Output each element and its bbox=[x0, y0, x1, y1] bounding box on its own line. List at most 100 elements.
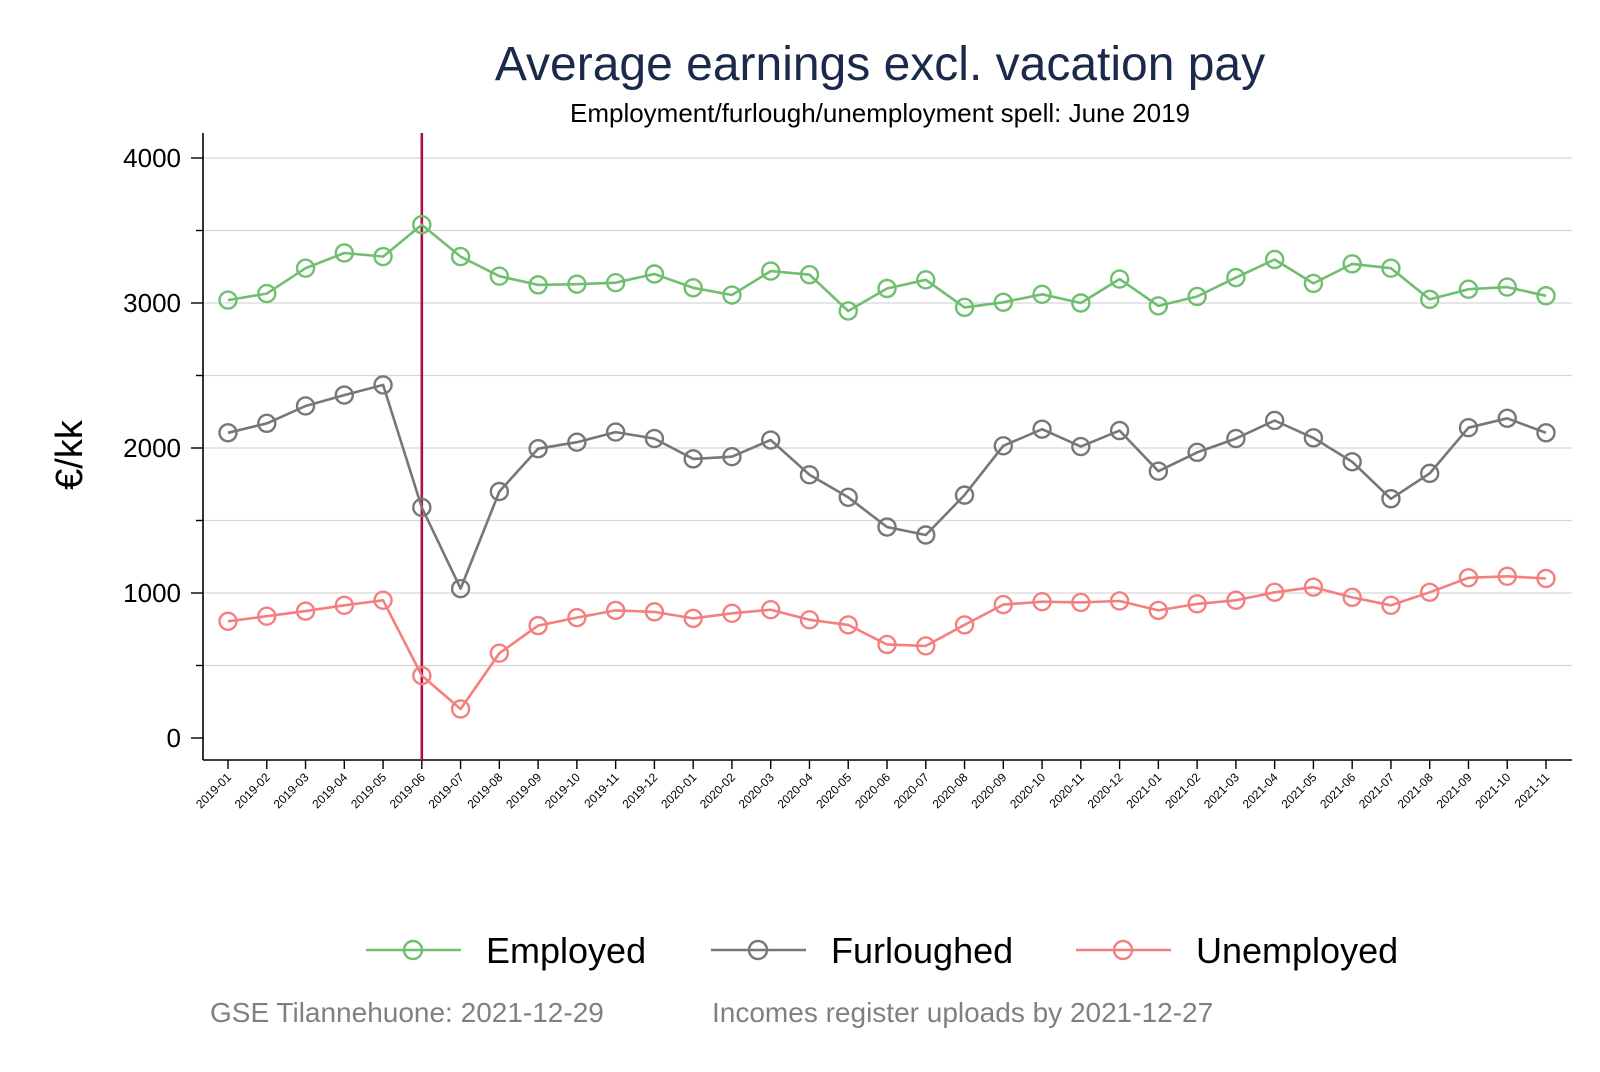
point-employed bbox=[489, 266, 510, 286]
x-tick-label: 2020-11 bbox=[1047, 770, 1088, 811]
legend-item-furloughed: Furloughed bbox=[711, 930, 1013, 971]
x-tick-label: 2021-11 bbox=[1512, 770, 1553, 811]
point-furloughed bbox=[334, 385, 354, 405]
point-unemployed bbox=[838, 615, 858, 635]
point-furloughed bbox=[1226, 428, 1246, 449]
x-tick-label: 2021-01 bbox=[1123, 770, 1164, 811]
point-unemployed bbox=[761, 599, 781, 620]
point-unemployed bbox=[567, 607, 587, 628]
point-unemployed bbox=[1148, 600, 1169, 621]
point-employed bbox=[877, 278, 897, 299]
point-unemployed bbox=[295, 601, 316, 621]
x-tick-label: 2019-06 bbox=[387, 770, 428, 811]
point-furloughed bbox=[877, 517, 897, 537]
legend-swatch-marker bbox=[747, 939, 769, 961]
y-axis-label: €/kk bbox=[49, 419, 91, 490]
x-tick-label: 2020-02 bbox=[697, 770, 738, 811]
series-group bbox=[218, 214, 1556, 719]
point-employed bbox=[838, 301, 858, 321]
legend-item-unemployed: Unemployed bbox=[1076, 930, 1398, 971]
point-unemployed bbox=[334, 595, 354, 616]
x-tick-label: 2020-07 bbox=[891, 770, 932, 811]
point-employed bbox=[916, 270, 936, 290]
point-furloughed bbox=[1187, 442, 1207, 463]
x-tick-label: 2019-08 bbox=[464, 770, 505, 811]
legend: Employed Furloughed Unemployed bbox=[366, 930, 1398, 971]
point-employed bbox=[605, 273, 626, 293]
point-furloughed bbox=[528, 439, 548, 459]
point-employed bbox=[1109, 269, 1130, 289]
point-furloughed bbox=[1303, 428, 1324, 448]
chart-subtitle: Employment/furlough/unemployment spell: … bbox=[570, 98, 1190, 128]
point-employed bbox=[450, 246, 471, 267]
legend-label: Unemployed bbox=[1196, 930, 1398, 971]
point-unemployed bbox=[373, 590, 393, 610]
point-unemployed bbox=[257, 606, 277, 626]
footer-right: Incomes register uploads by 2021-12-27 bbox=[712, 997, 1213, 1028]
point-unemployed bbox=[412, 665, 432, 686]
x-tick-label: 2020-05 bbox=[813, 770, 854, 811]
point-unemployed bbox=[916, 636, 936, 656]
x-tick-label: 2019-02 bbox=[232, 770, 273, 811]
point-unemployed bbox=[1536, 568, 1556, 589]
point-unemployed bbox=[1226, 590, 1246, 610]
x-tick-label: 2021-09 bbox=[1434, 770, 1475, 811]
point-employed bbox=[1226, 267, 1246, 288]
point-unemployed bbox=[993, 594, 1013, 615]
x-tick-label: 2019-10 bbox=[542, 770, 583, 811]
x-tick-label: 2019-11 bbox=[581, 770, 622, 811]
x-tick-label: 2021-08 bbox=[1395, 770, 1436, 811]
point-furloughed bbox=[954, 485, 975, 505]
x-tick-label: 2019-12 bbox=[619, 770, 660, 811]
point-unemployed bbox=[644, 602, 665, 622]
point-unemployed bbox=[799, 610, 820, 630]
point-furloughed bbox=[1109, 420, 1130, 441]
point-unemployed bbox=[1458, 568, 1479, 588]
point-furloughed bbox=[799, 465, 820, 485]
y-tick-label: 2000 bbox=[123, 433, 181, 463]
point-employed bbox=[1303, 273, 1324, 294]
y-tick-label: 0 bbox=[167, 723, 181, 753]
point-furloughed bbox=[218, 423, 238, 443]
x-tick-label: 2020-08 bbox=[930, 770, 971, 811]
point-employed bbox=[373, 246, 393, 267]
x-tick-label: 2019-07 bbox=[426, 770, 467, 811]
x-tick-label: 2021-06 bbox=[1317, 770, 1358, 811]
point-furloughed bbox=[644, 428, 665, 449]
footer-left: GSE Tilannehuone: 2021-12-29 bbox=[210, 997, 604, 1028]
point-furloughed bbox=[450, 578, 471, 599]
chart-title: Average earnings excl. vacation pay bbox=[495, 38, 1265, 91]
x-tick-label: 2020-01 bbox=[658, 770, 699, 811]
point-furloughed bbox=[1381, 489, 1401, 509]
point-furloughed bbox=[916, 525, 936, 545]
point-employed bbox=[1458, 279, 1479, 299]
point-furloughed bbox=[567, 432, 587, 452]
x-tick-label: 2021-05 bbox=[1278, 770, 1319, 811]
point-unemployed bbox=[1342, 587, 1362, 608]
point-furloughed bbox=[1032, 419, 1052, 439]
point-employed bbox=[334, 243, 354, 263]
point-employed bbox=[799, 265, 820, 285]
point-furloughed bbox=[993, 436, 1013, 456]
series-furloughed bbox=[218, 375, 1556, 599]
point-employed bbox=[1148, 296, 1169, 316]
point-employed bbox=[567, 274, 587, 294]
point-furloughed bbox=[1071, 436, 1091, 457]
point-furloughed bbox=[412, 497, 432, 518]
x-tick-label: 2020-04 bbox=[775, 770, 816, 811]
point-unemployed bbox=[218, 611, 238, 631]
x-tick-label: 2019-01 bbox=[193, 770, 234, 811]
axes: 010002000300040002019-012019-022019-0320… bbox=[123, 133, 1572, 811]
gridlines bbox=[203, 157, 1572, 667]
point-unemployed bbox=[683, 608, 703, 629]
point-furloughed bbox=[1536, 423, 1556, 443]
point-furloughed bbox=[295, 396, 316, 416]
point-employed bbox=[1032, 284, 1052, 304]
point-employed bbox=[1381, 258, 1401, 278]
point-furloughed bbox=[1148, 461, 1169, 481]
point-furloughed bbox=[605, 422, 626, 442]
point-unemployed bbox=[1264, 582, 1285, 602]
series-employed bbox=[218, 214, 1556, 321]
point-furloughed bbox=[1458, 418, 1479, 438]
